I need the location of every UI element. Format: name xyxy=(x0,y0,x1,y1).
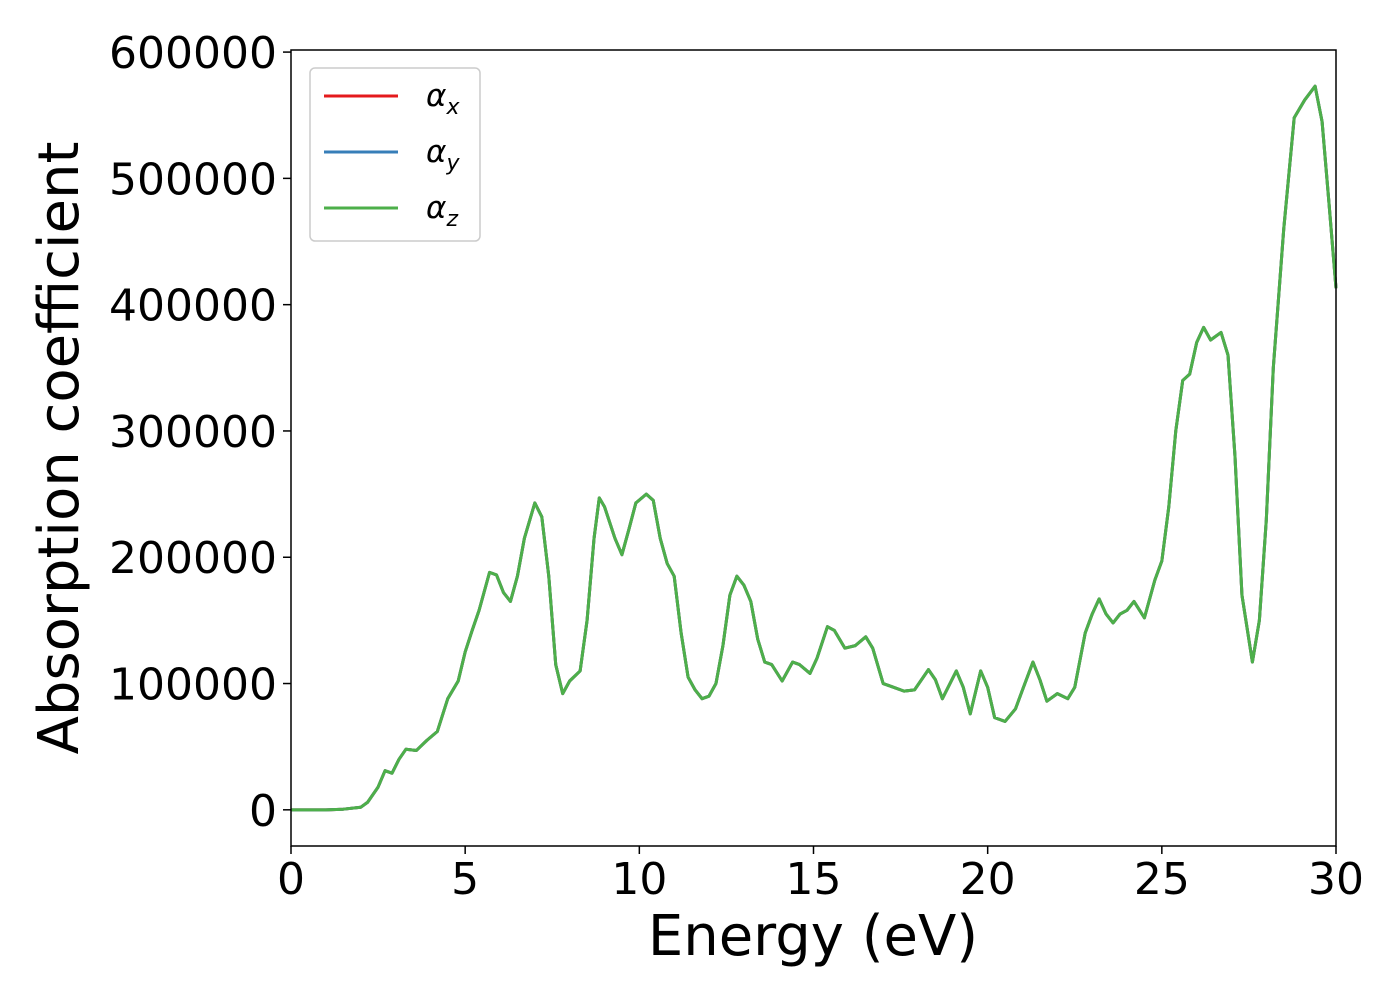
y-tick-label: 600000 xyxy=(109,28,277,79)
x-tick-label: 10 xyxy=(611,854,667,905)
y-tick-label: 500000 xyxy=(109,154,277,205)
legend-box xyxy=(309,67,481,242)
legend-label: αx xyxy=(426,78,460,120)
x-tick-label: 25 xyxy=(1134,854,1190,905)
x-axis-label: Energy (eV) xyxy=(648,904,978,969)
y-tick-label: 100000 xyxy=(109,660,277,711)
x-tick-label: 0 xyxy=(277,854,305,905)
x-tick-label: 20 xyxy=(960,854,1016,905)
y-tick-label: 400000 xyxy=(109,281,277,332)
legend-label: αz xyxy=(426,190,458,232)
x-tick-label: 30 xyxy=(1308,854,1364,905)
legend-label: αy xyxy=(426,134,460,176)
y-tick-label: 0 xyxy=(249,786,277,837)
plot-frame xyxy=(290,49,1337,847)
series-line xyxy=(291,84,1338,812)
x-tick-label: 5 xyxy=(451,854,479,905)
y-tick-label: 200000 xyxy=(109,533,277,584)
y-tick-label: 300000 xyxy=(109,407,277,458)
y-axis-label: Absorption coefficient xyxy=(27,142,92,755)
x-tick-label: 15 xyxy=(786,854,842,905)
